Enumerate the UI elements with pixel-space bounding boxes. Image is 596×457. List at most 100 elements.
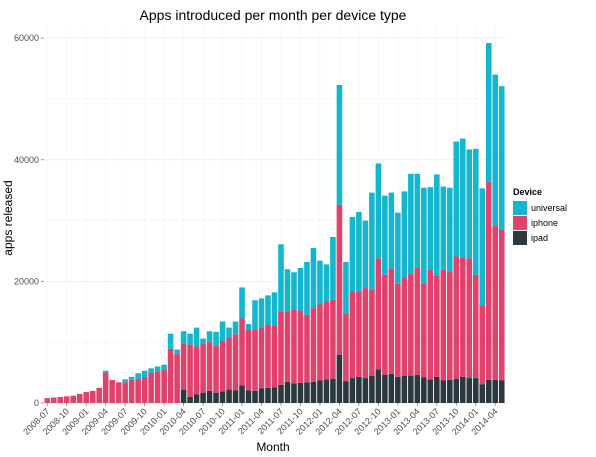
bar-ipad-2012-06: [349, 378, 356, 403]
bar-iphone-2013-12: [466, 258, 473, 379]
y-axis: 0 20000 40000 60000: [14, 33, 44, 408]
bar-iphone-2009-03: [96, 387, 102, 403]
bar-iphone-2013-11: [460, 257, 466, 377]
bar-iphone-2012-01: [317, 304, 323, 381]
bar-universal-2010-09: [213, 331, 219, 346]
bar-universal-2012-09: [369, 192, 375, 290]
bar-universal-2011-07: [278, 244, 284, 312]
bar-universal-2010-01: [161, 364, 167, 370]
bar-iphone-2011-09: [291, 309, 297, 384]
bar-iphone-2012-05: [343, 313, 349, 382]
bar-iphone-2009-07: [122, 382, 128, 403]
bar-universal-2011-01: [239, 287, 245, 319]
bar-universal-2010-07: [200, 338, 206, 345]
bar-ipad-2012-04: [336, 354, 343, 403]
bar-universal-2009-11: [148, 368, 154, 373]
bar-universal-2011-11: [304, 261, 310, 315]
bar-universal-2009-07: [122, 379, 128, 383]
bar-universal-2010-02: [167, 333, 174, 349]
bar-iphone-2012-06: [349, 291, 356, 379]
bar-ipad-2013-05: [421, 377, 427, 403]
bar-universal-2013-02: [401, 191, 408, 278]
bar-iphone-2010-10: [219, 340, 226, 392]
y-tick-label: 0: [34, 398, 39, 408]
y-tick-label: 60000: [14, 33, 39, 43]
bar-ipad-2014-03: [485, 379, 492, 403]
bar-universal-2012-01: [317, 260, 323, 305]
bar-universal-2013-09: [447, 187, 453, 272]
bar-iphone-2012-07: [356, 291, 362, 377]
bar-ipad-2011-04: [258, 388, 265, 403]
bar-ipad-2010-09: [213, 392, 219, 403]
bar-universal-2010-03: [174, 349, 180, 354]
bar-iphone-2013-09: [447, 271, 453, 380]
bar-universal-2013-12: [466, 149, 473, 259]
bar-iphone-2011-08: [284, 311, 291, 382]
bar-ipad-2013-10: [453, 378, 460, 403]
bar-ipad-2012-03: [330, 378, 336, 403]
bar-ipad-2012-08: [362, 378, 369, 403]
bar-universal-2013-06: [427, 187, 434, 270]
bar-universal-2012-07: [356, 212, 362, 292]
bar-iphone-2009-05: [109, 379, 115, 403]
bar-iphone-2011-11: [304, 314, 310, 383]
bar-ipad-2013-02: [401, 375, 408, 403]
legend: Device universal iphone ipad: [513, 187, 567, 245]
bar-ipad-2011-08: [284, 381, 291, 403]
legend-swatch-universal: [513, 201, 527, 215]
bar-ipad-2011-07: [278, 384, 284, 403]
bar-ipad-2011-06: [271, 387, 278, 403]
bar-ipad-2014-02: [479, 384, 486, 403]
bar-ipad-2013-08: [440, 380, 447, 403]
bar-ipad-2013-09: [447, 379, 453, 403]
bar-iphone-2009-08: [128, 379, 135, 403]
bar-ipad-2011-10: [297, 382, 304, 403]
bar-universal-2012-05: [343, 261, 349, 314]
bar-iphone-2013-07: [434, 275, 440, 377]
bar-ipad-2012-02: [323, 379, 330, 403]
bar-ipad-2013-01: [395, 376, 401, 403]
bars-layer: [44, 43, 505, 403]
legend-label-universal: universal: [531, 203, 567, 213]
bar-iphone-2010-01: [161, 369, 167, 403]
x-axis: 2008-072008-102009-012009-042009-072009-…: [21, 403, 500, 437]
bar-iphone-2012-03: [330, 299, 336, 379]
chart-title: Apps introduced per month per device typ…: [140, 7, 407, 23]
bar-iphone-2009-01: [83, 392, 89, 403]
bar-ipad-2013-04: [414, 375, 421, 403]
bar-universal-2013-01: [395, 212, 401, 284]
bar-universal-2014-01: [472, 148, 479, 275]
bar-ipad-2011-12: [310, 381, 317, 403]
bar-universal-2012-04: [336, 84, 343, 205]
bar-iphone-2009-09: [135, 378, 141, 403]
bar-iphone-2012-08: [362, 288, 369, 379]
bar-iphone-2012-12: [388, 268, 395, 374]
bar-iphone-2011-02: [245, 329, 252, 391]
bar-universal-2011-02: [245, 323, 252, 330]
bar-iphone-2014-03: [485, 182, 492, 380]
bar-ipad-2012-09: [369, 375, 375, 403]
bar-ipad-2012-12: [388, 373, 395, 403]
bar-iphone-2011-05: [265, 324, 271, 388]
bar-universal-2012-08: [362, 220, 369, 289]
bar-iphone-2011-12: [310, 308, 317, 382]
bar-universal-2009-04: [102, 370, 109, 373]
bar-ipad-2011-03: [252, 390, 258, 403]
bar-ipad-2011-01: [239, 385, 245, 403]
bar-ipad-2010-07: [200, 392, 206, 403]
bar-iphone-2011-06: [271, 325, 278, 388]
bar-iphone-2013-10: [453, 256, 460, 379]
bar-iphone-2009-10: [141, 376, 148, 403]
bar-iphone-2013-02: [401, 277, 408, 376]
bar-iphone-2010-05: [187, 344, 193, 397]
bar-universal-2010-04: [180, 331, 187, 344]
bar-universal-2009-09: [135, 373, 141, 379]
bar-universal-2010-10: [219, 321, 226, 341]
legend-label-ipad: ipad: [531, 233, 548, 243]
bar-ipad-2010-05: [187, 396, 193, 403]
bar-iphone-2010-06: [193, 346, 200, 395]
bar-universal-2013-08: [440, 186, 447, 270]
bar-ipad-2012-11: [382, 375, 388, 403]
bar-iphone-2009-02: [89, 390, 96, 403]
